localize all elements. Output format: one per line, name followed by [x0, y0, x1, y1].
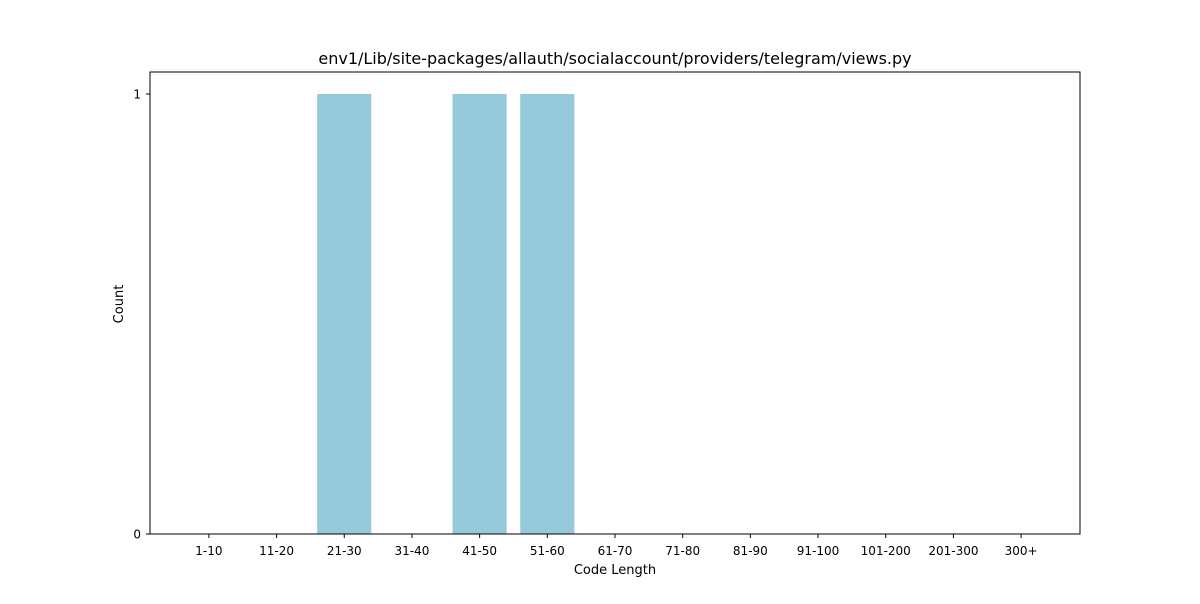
y-tick-label: 1	[133, 88, 141, 102]
x-tick-label: 300+	[1005, 544, 1038, 558]
x-tick-label: 91-100	[797, 544, 840, 558]
x-tick-label: 201-300	[928, 544, 978, 558]
y-axis: 01	[133, 88, 150, 542]
x-tick-label: 31-40	[395, 544, 430, 558]
y-axis-label: Count	[112, 285, 127, 324]
x-tick-label: 11-20	[259, 544, 294, 558]
x-tick-label: 71-80	[665, 544, 700, 558]
x-tick-label: 81-90	[733, 544, 768, 558]
bar-21-30	[317, 94, 372, 534]
x-tick-label: 61-70	[598, 544, 633, 558]
bar-41-50	[452, 94, 507, 534]
bars-layer	[317, 94, 575, 534]
y-tick-label: 0	[133, 528, 141, 542]
x-tick-label: 1-10	[195, 544, 222, 558]
x-tick-label: 101-200	[861, 544, 911, 558]
x-tick-label: 21-30	[327, 544, 362, 558]
x-tick-label: 41-50	[462, 544, 497, 558]
x-axis: 1-10 11-20 21-30 31-40 41-50 51-60 61-70 71-80 8…	[195, 534, 1038, 558]
bar-51-60	[520, 94, 575, 534]
chart-title: env1/Lib/site-packages/allauth/socialacc…	[318, 49, 911, 68]
x-axis-label: Code Length	[574, 563, 656, 578]
x-tick-label: 51-60	[530, 544, 565, 558]
